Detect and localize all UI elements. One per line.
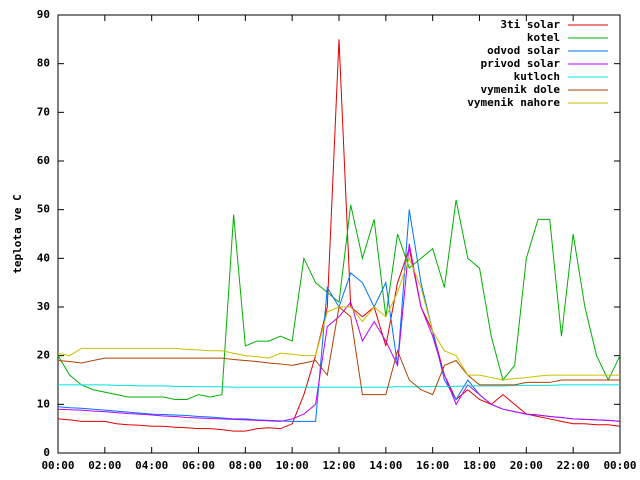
y-tick-label: 0: [43, 446, 50, 459]
y-tick-label: 80: [37, 57, 50, 70]
series-line: [57, 243, 621, 422]
legend-label: vymenik dole: [481, 83, 561, 96]
series-line: [58, 384, 620, 388]
y-axis-label: teplota ve C: [11, 194, 24, 273]
x-tick-label: 14:00: [369, 459, 402, 472]
x-tick-label: 22:00: [557, 459, 590, 472]
y-tick-label: 70: [37, 105, 50, 118]
x-tick-label: 16:00: [416, 459, 449, 472]
x-tick-label: 12:00: [322, 459, 355, 472]
legend-label: 3ti solar: [500, 18, 560, 31]
series-line: [57, 209, 621, 422]
legend-label: privod solar: [481, 57, 561, 70]
x-tick-label: 18:00: [463, 459, 496, 472]
y-tick-label: 20: [37, 349, 50, 362]
legend-label: kotel: [527, 31, 560, 44]
series-line: [57, 256, 620, 381]
legend-label: vymenik nahore: [467, 96, 560, 109]
series-line: [57, 306, 620, 396]
legend-label: kutloch: [514, 70, 560, 83]
x-tick-label: 06:00: [182, 459, 215, 472]
x-tick-label: 02:00: [88, 459, 121, 472]
y-tick-label: 30: [37, 300, 50, 313]
x-tick-label: 10:00: [276, 459, 309, 472]
y-tick-label: 40: [37, 251, 50, 264]
legend-label: odvod solar: [487, 44, 560, 57]
y-tick-label: 60: [37, 154, 50, 167]
y-tick-label: 90: [37, 8, 50, 21]
y-tick-label: 50: [37, 203, 50, 216]
x-tick-label: 04:00: [135, 459, 168, 472]
series-line: [57, 199, 621, 400]
x-tick-label: 00:00: [603, 459, 636, 472]
x-tick-label: 00:00: [41, 459, 74, 472]
x-tick-label: 20:00: [510, 459, 543, 472]
y-tick-label: 10: [37, 397, 50, 410]
x-tick-label: 08:00: [229, 459, 262, 472]
